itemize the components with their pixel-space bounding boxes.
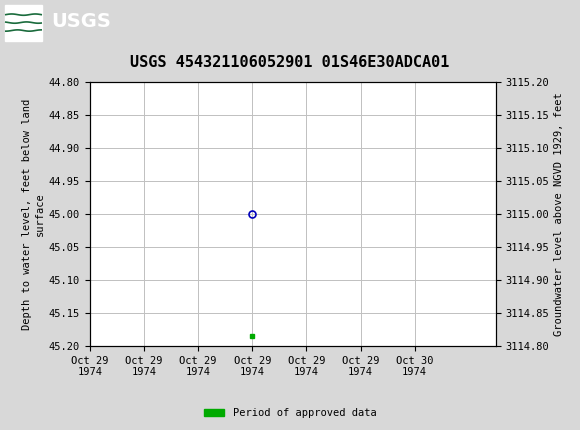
- Text: USGS: USGS: [51, 12, 111, 31]
- Text: USGS 454321106052901 01S46E30ADCA01: USGS 454321106052901 01S46E30ADCA01: [130, 55, 450, 70]
- Y-axis label: Depth to water level, feet below land
surface: Depth to water level, feet below land su…: [21, 98, 45, 329]
- Bar: [5, 4, 42, 41]
- Y-axis label: Groundwater level above NGVD 1929, feet: Groundwater level above NGVD 1929, feet: [553, 92, 564, 336]
- Legend: Period of approved data: Period of approved data: [200, 404, 380, 423]
